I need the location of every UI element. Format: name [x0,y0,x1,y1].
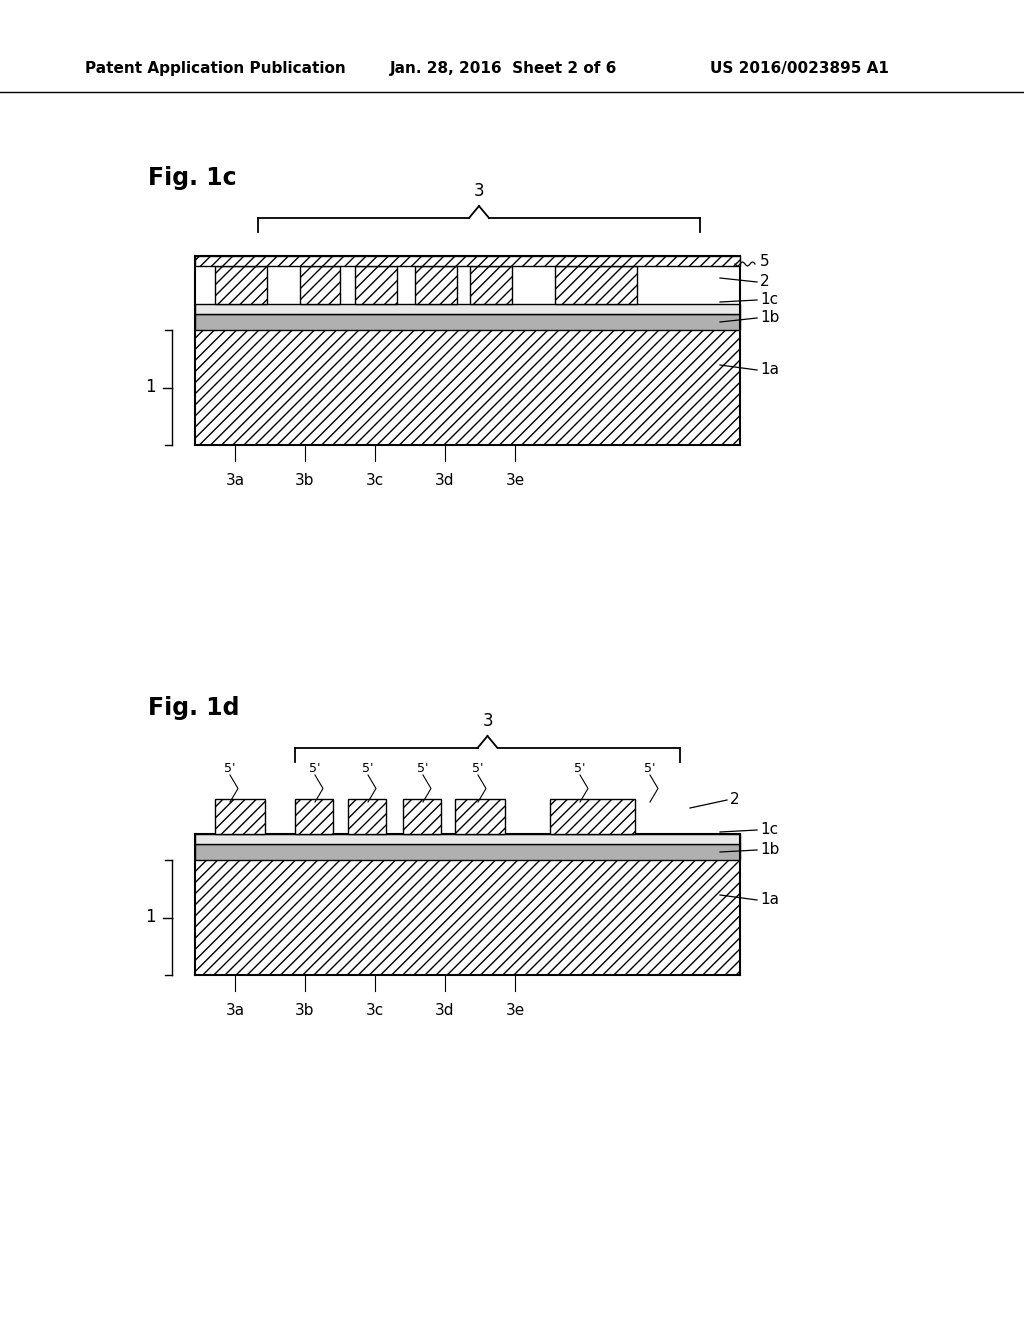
Text: 5': 5' [472,762,483,775]
Text: Fig. 1d: Fig. 1d [148,696,240,719]
Text: Jan. 28, 2016  Sheet 2 of 6: Jan. 28, 2016 Sheet 2 of 6 [390,61,617,75]
Text: Patent Application Publication: Patent Application Publication [85,61,346,75]
Text: 2: 2 [730,792,739,808]
Bar [195,834,740,843]
Bar [300,267,340,304]
Text: 3: 3 [474,182,484,201]
Text: 5': 5' [309,762,321,775]
Text: 5': 5' [362,762,374,775]
Bar [550,799,635,834]
Bar [415,267,457,304]
Text: 1b: 1b [760,310,779,326]
Text: 3b: 3b [295,473,314,488]
Text: Fig. 1c: Fig. 1c [148,166,237,190]
Text: 1a: 1a [760,892,779,908]
Text: 3e: 3e [506,1003,524,1018]
Bar [355,267,397,304]
Bar [195,843,740,861]
Text: 1b: 1b [760,842,779,858]
Text: 3c: 3c [366,1003,384,1018]
Text: 5': 5' [644,762,655,775]
Text: 3d: 3d [435,1003,455,1018]
Bar [455,799,505,834]
Bar [195,304,740,314]
Bar [403,799,441,834]
Text: 5': 5' [224,762,236,775]
Text: 1: 1 [144,379,156,396]
Text: 3a: 3a [225,473,245,488]
Text: 5: 5 [760,255,770,269]
Bar [348,799,386,834]
Bar [215,799,265,834]
Text: 3: 3 [482,711,493,730]
Bar [470,267,512,304]
Bar [195,256,740,267]
Bar [195,330,740,445]
Text: 3b: 3b [295,1003,314,1018]
Text: 1a: 1a [760,363,779,378]
Text: 2: 2 [760,275,770,289]
Bar [195,314,740,330]
Text: 3d: 3d [435,473,455,488]
Bar [555,267,637,304]
Bar [215,267,267,304]
Text: 1: 1 [144,908,156,927]
Bar [195,861,740,975]
Text: 1c: 1c [760,293,778,308]
Text: 1c: 1c [760,822,778,837]
Text: 5': 5' [574,762,586,775]
Bar [295,799,333,834]
Text: 5': 5' [417,762,429,775]
Text: US 2016/0023895 A1: US 2016/0023895 A1 [710,61,889,75]
Text: 3c: 3c [366,473,384,488]
Text: 3a: 3a [225,1003,245,1018]
Text: 3e: 3e [506,473,524,488]
